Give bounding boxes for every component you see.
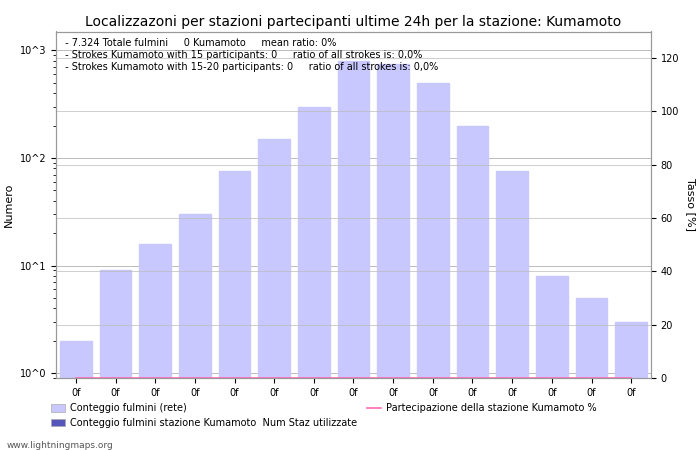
Bar	[417, 83, 449, 450]
Bar	[218, 171, 251, 450]
Y-axis label: Numero: Numero	[4, 183, 14, 227]
Bar	[99, 270, 132, 450]
Bar	[615, 322, 647, 450]
Bar	[60, 341, 92, 450]
Text: www.lightningmaps.org: www.lightningmaps.org	[7, 441, 113, 450]
Bar	[139, 243, 171, 450]
Title: Localizzazoni per stazioni partecipanti ultime 24h per la stazione: Kumamoto: Localizzazoni per stazioni partecipanti …	[85, 15, 622, 29]
Bar	[377, 64, 409, 450]
Bar	[575, 298, 608, 450]
Bar	[536, 276, 568, 450]
Bar	[298, 107, 330, 450]
Y-axis label: Tasso [%]: Tasso [%]	[686, 178, 696, 231]
Bar	[496, 171, 528, 450]
Text: - 7.324 Totale fulmini     0 Kumamoto     mean ratio: 0%
 - Strokes Kumamoto wit: - 7.324 Totale fulmini 0 Kumamoto mean r…	[62, 38, 438, 72]
Bar	[337, 61, 370, 450]
Bar	[456, 126, 489, 450]
Legend: Conteggio fulmini (rete), Conteggio fulmini stazione Kumamoto  Num Staz utilizza: Conteggio fulmini (rete), Conteggio fulm…	[47, 400, 601, 432]
Bar	[179, 214, 211, 450]
Bar	[258, 139, 290, 450]
